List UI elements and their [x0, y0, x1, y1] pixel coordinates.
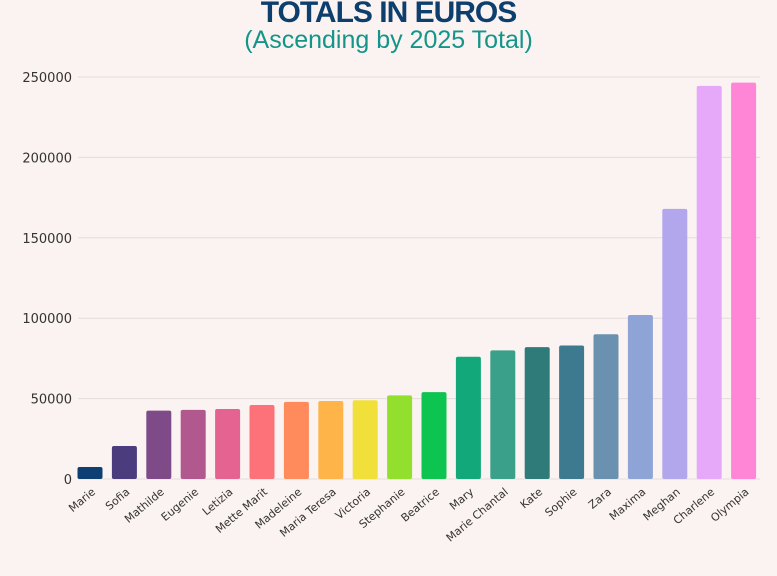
x-tick-label: Eugenie [159, 485, 202, 524]
x-tick-label: Zara [586, 485, 614, 511]
y-tick-label: 50000 [31, 393, 72, 408]
bar-marie [77, 466, 103, 479]
x-tick-label: Maxima [607, 485, 648, 523]
x-tick-label: Sofia [103, 485, 132, 513]
y-tick-label: 250000 [22, 71, 72, 86]
bar-mary [455, 356, 481, 479]
bar-mathilde [146, 410, 172, 479]
chart-title: TOTALS IN EUROS [260, 0, 518, 29]
bar-victoria [352, 400, 378, 479]
y-tick-label: 0 [64, 473, 72, 488]
bar-stephanie [387, 395, 413, 479]
x-tick-label: Kate [518, 485, 546, 511]
bar-mette-marit [249, 405, 275, 479]
bar-maria-teresa [318, 401, 344, 479]
bar-sophie [559, 345, 585, 479]
x-tick-label: Mary [447, 485, 477, 513]
bar-eugenie [180, 409, 206, 479]
bar-letizia [215, 409, 241, 479]
bar-maxima [627, 314, 653, 479]
y-tick-label: 100000 [22, 312, 72, 327]
bar-charlene [696, 85, 722, 480]
x-tick-label: Olympia [708, 485, 751, 524]
bar-zara [593, 334, 619, 479]
bar-madeleine [283, 401, 309, 479]
bar-meghan [662, 208, 688, 479]
x-tick-label: Beatrice [399, 485, 443, 525]
bar-marie-chantal [490, 350, 516, 479]
y-tick-label: 200000 [22, 151, 72, 166]
bar-sofia [111, 446, 137, 479]
y-tick-label: 150000 [22, 232, 72, 247]
bar-olympia [731, 82, 757, 480]
bar-beatrice [421, 392, 447, 479]
chart-subtitle: (Ascending by 2025 Total) [244, 26, 533, 54]
x-tick-label: Marie Chantal [444, 485, 511, 544]
x-tick-label: Sophie [542, 485, 579, 519]
x-tick-label: Marie [66, 485, 98, 515]
bar-kate [524, 347, 550, 479]
